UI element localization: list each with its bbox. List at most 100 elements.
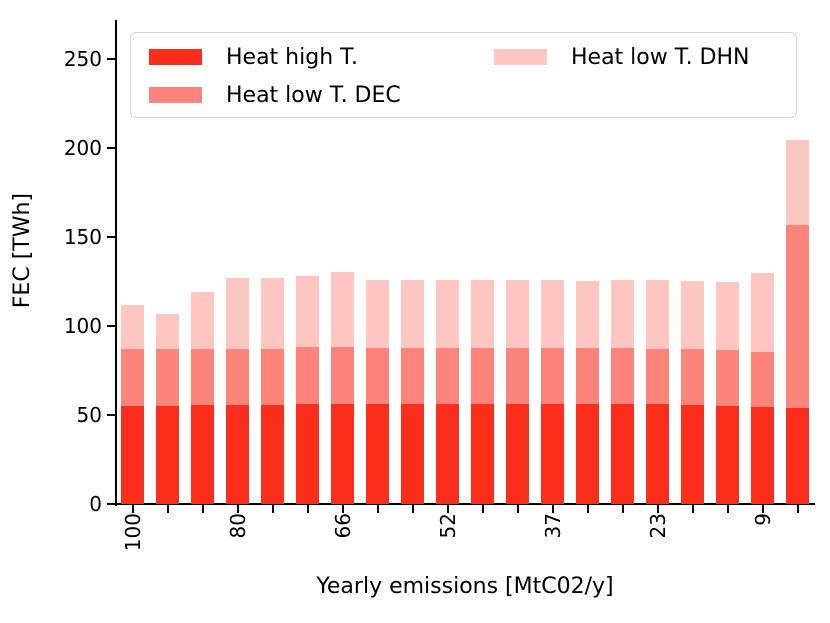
- legend-swatch-heat-high-t: [149, 49, 202, 65]
- x-axis-line: [115, 503, 815, 505]
- legend: Heat high T. Heat low T. DEC Heat low T.…: [130, 32, 797, 118]
- bar-segment: [786, 224, 809, 408]
- x-tick-label: 52: [435, 513, 460, 539]
- bar-segment: [191, 292, 214, 350]
- bar-segment: [191, 405, 214, 504]
- bar-segment: [716, 350, 739, 407]
- bar-segment: [401, 404, 424, 504]
- bar-segment: [646, 279, 669, 350]
- bar-segment: [436, 348, 459, 405]
- x-tick-mark: [796, 505, 799, 513]
- x-tick-mark: [376, 505, 379, 513]
- legend-entry-heat-high-t: Heat high T.: [149, 41, 358, 73]
- y-tick-label: 0: [89, 492, 102, 516]
- x-tick-mark: [411, 505, 414, 513]
- legend-label-heat-low-t-dec: Heat low T. DEC: [226, 82, 401, 108]
- x-tick-label: 9: [750, 513, 775, 526]
- bar-segment: [296, 276, 319, 348]
- y-tick-mark: [107, 414, 115, 417]
- x-tick-label: 37: [540, 513, 565, 539]
- bar-segment: [611, 348, 634, 405]
- y-tick-mark: [107, 58, 115, 61]
- bar-segment: [716, 281, 739, 351]
- x-tick-mark: [166, 505, 169, 513]
- bar-segment: [191, 349, 214, 406]
- x-tick-label: 66: [330, 513, 355, 539]
- y-axis-line: [115, 20, 117, 506]
- legend-label-heat-low-t-dhn: Heat low T. DHN: [571, 44, 750, 70]
- bar-segment: [296, 404, 319, 504]
- bar-segment: [401, 348, 424, 405]
- x-tick-mark: [131, 505, 134, 513]
- bar-segment: [296, 347, 319, 405]
- bar-segment: [681, 405, 704, 504]
- bar-segment: [576, 404, 599, 504]
- bar-segment: [541, 404, 564, 504]
- bar-segment: [331, 347, 354, 405]
- legend-swatch-heat-low-t-dhn: [494, 49, 547, 65]
- bar-segment: [121, 349, 144, 407]
- x-tick-mark: [481, 505, 484, 513]
- y-tick-label: 250: [63, 47, 102, 72]
- legend-label-heat-high-t: Heat high T.: [226, 44, 358, 70]
- x-tick-mark: [691, 505, 694, 513]
- bar-segment: [751, 351, 774, 408]
- bar-segment: [121, 406, 144, 504]
- bar-segment: [121, 304, 144, 350]
- bar-segment: [156, 313, 179, 350]
- bar-segment: [611, 404, 634, 504]
- x-tick-label: 80: [225, 513, 250, 539]
- bar-segment: [681, 280, 704, 350]
- bar-segment: [751, 407, 774, 504]
- bar-segment: [261, 349, 284, 406]
- bar-segment: [261, 405, 284, 504]
- bar-segment: [156, 349, 179, 407]
- bar-segment: [156, 406, 179, 504]
- bar-segment: [576, 348, 599, 405]
- bar-segment: [401, 279, 424, 349]
- bar-segment: [471, 348, 494, 405]
- bar-segment: [541, 279, 564, 349]
- y-tick-mark: [107, 503, 115, 505]
- bar-segment: [366, 348, 389, 405]
- bar-segment: [506, 279, 529, 349]
- legend-entry-heat-low-t-dhn: Heat low T. DHN: [494, 41, 750, 73]
- y-tick-label: 150: [63, 225, 102, 250]
- y-tick-label: 50: [76, 403, 102, 428]
- bar-segment: [436, 279, 459, 349]
- y-tick-mark: [107, 236, 115, 239]
- x-tick-mark: [726, 505, 729, 513]
- bar-segment: [331, 271, 354, 348]
- bar-segment: [471, 404, 494, 504]
- legend-swatch-heat-low-t-dec: [149, 87, 202, 103]
- bar-segment: [261, 278, 284, 350]
- x-tick-mark: [446, 505, 449, 513]
- bar-segment: [786, 407, 809, 504]
- x-tick-mark: [341, 505, 344, 513]
- x-tick-mark: [551, 505, 554, 513]
- x-tick-mark: [621, 505, 624, 513]
- x-tick-mark: [236, 505, 239, 513]
- x-tick-mark: [306, 505, 309, 513]
- x-tick-mark: [516, 505, 519, 513]
- bar-segment: [506, 348, 529, 405]
- bar-segment: [751, 272, 774, 352]
- x-tick-mark: [271, 505, 274, 513]
- bar-segment: [716, 406, 739, 504]
- bar-segment: [786, 140, 809, 225]
- bar-segment: [366, 279, 389, 349]
- x-tick-mark: [656, 505, 659, 513]
- y-tick-label: 200: [63, 136, 102, 161]
- x-tick-label: 100: [120, 513, 145, 552]
- bar-segment: [611, 279, 634, 349]
- y-tick-mark: [107, 325, 115, 328]
- y-tick-label: 100: [63, 314, 102, 339]
- bar-segment: [226, 278, 249, 350]
- bar-segment: [506, 404, 529, 504]
- bar-segment: [646, 349, 669, 405]
- bar-segment: [681, 349, 704, 406]
- x-tick-mark: [586, 505, 589, 513]
- bar-segment: [331, 404, 354, 504]
- x-tick-mark: [201, 505, 204, 513]
